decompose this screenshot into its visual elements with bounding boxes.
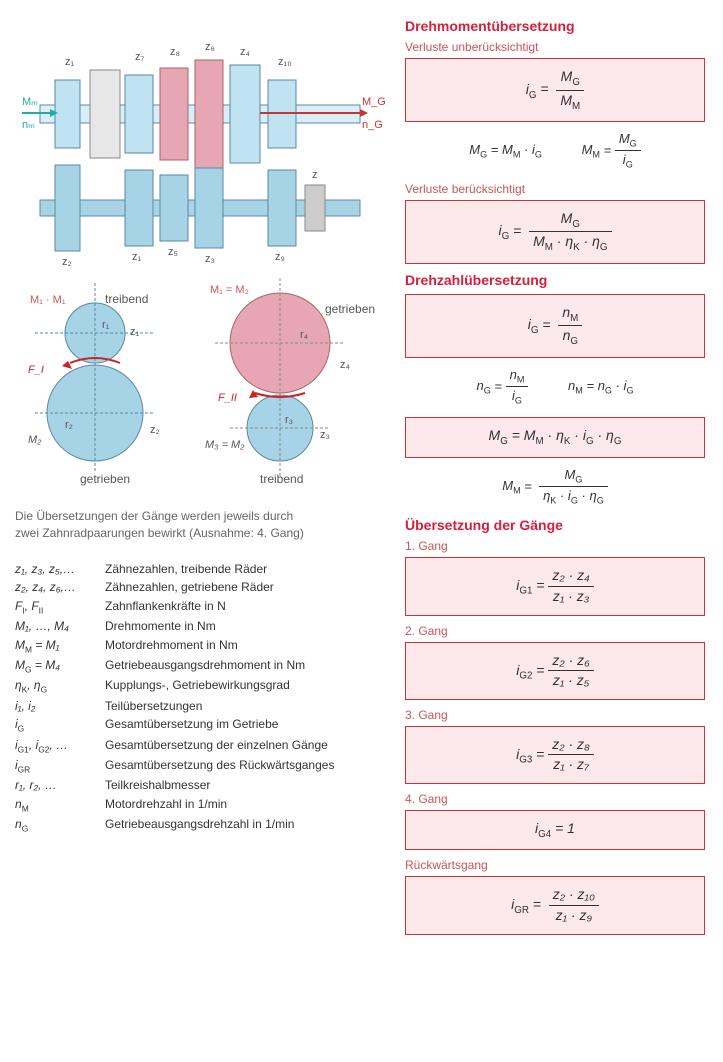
formula: iG4 = 1 [405,810,705,851]
legend-row: z₂, z₄, z₆,…Zähnezahlen, getriebene Räde… [15,580,385,596]
formula: nG = nMiG nM = nG · iG [405,366,705,408]
svg-text:z₈: z₈ [170,46,180,58]
svg-text:z₂: z₂ [150,424,160,436]
legend: z₁, z₃, z₅,…Zähnezahlen, treibende Räder… [15,562,385,835]
gear-label: 3. Gang [405,708,705,722]
svg-text:z₇: z₇ [135,51,145,63]
subheading: Verluste unberücksichtigt [405,40,705,54]
legend-row: nMMotordrehzahl in 1/min [15,797,385,814]
formula: iG1 = z₂ · z₄z₁ · z₃ [405,557,705,615]
svg-text:z₉: z₉ [275,251,285,263]
svg-text:r₄: r₄ [300,329,309,341]
subheading: Verluste berücksichtigt [405,182,705,196]
svg-text:treibend: treibend [105,292,148,306]
formula: iG2 = z₂ · z₆z₁ · z₅ [405,642,705,700]
formula: iG = nMnG [405,294,705,358]
svg-text:F_I: F_I [28,364,44,376]
legend-row: MG = M₄Getriebeausgangsdrehmoment in Nm [15,658,385,675]
formula: iG3 = z₂ · z₈z₁ · z₇ [405,726,705,784]
legend-row: FI, FIIZahnflankenkräfte in N [15,599,385,616]
svg-text:F_II: F_II [218,392,237,404]
gear-label: 2. Gang [405,624,705,638]
svg-text:z₁₀: z₁₀ [278,56,292,68]
svg-text:Mₘ: Mₘ [22,96,38,108]
svg-text:z₃: z₃ [205,253,215,265]
legend-row: M₁, …, M₄Drehmomente in Nm [15,619,385,635]
svg-text:M₃ = M₂: M₃ = M₂ [205,439,245,451]
formula: MG = MM · ηK · iG · ηG [405,417,705,458]
svg-text:nₘ: nₘ [22,119,35,131]
svg-text:getrieben: getrieben [325,302,375,316]
gearbox-diagram: z₁ z₇ z₈ z₆ z₄ z₁₀ z₂ z₁ z₅ z₃ z₉ z Mₘ n… [15,10,385,270]
svg-text:z₁: z₁ [130,326,140,338]
gear-label: 4. Gang [405,792,705,806]
formula: MM = MGηK · iG · ηG [405,466,705,508]
svg-text:M_G: M_G [362,96,385,108]
gear-label: 1. Gang [405,539,705,553]
svg-text:z₁: z₁ [132,251,142,263]
svg-text:M₂: M₂ [28,434,42,446]
gear-label: Rückwärtsgang [405,858,705,872]
legend-row: ηK, ηGKupplungs-, Getriebewirkungsgrad [15,678,385,695]
legend-row: r₁, r₂, …Teilkreishalbmesser [15,778,385,794]
heading-speed: Drehzahlübersetzung [405,272,705,288]
formula: iGR = z₂ · z₁₀z₁ · z₉ [405,876,705,934]
svg-text:r₂: r₂ [65,419,73,431]
svg-text:z₆: z₆ [205,41,215,53]
svg-text:z₂: z₂ [62,256,72,268]
gear-pair-diagram: M₁ · M₁ treibend z₁ r₁ r₂ M₂ z₂ getriebe… [15,273,385,493]
svg-text:M₁ · M₁: M₁ · M₁ [30,294,66,306]
legend-row: iGRGesamtübersetzung des Rückwärtsganges [15,758,385,775]
legend-row: i₁, i₂Teilübersetzungen [15,699,385,715]
svg-text:z₄: z₄ [340,359,351,371]
svg-text:z₁: z₁ [65,56,75,68]
formula: iG = MGMM [405,58,705,122]
svg-text:getrieben: getrieben [80,472,130,486]
svg-text:M₁ = M₂: M₁ = M₂ [210,284,249,296]
formula: MG = MM · iG MM = MGiG [405,130,705,172]
legend-row: iGGesamtübersetzung im Getriebe [15,717,385,734]
svg-text:n_G: n_G [362,119,383,131]
legend-row: iG1, iG2, …Gesamtübersetzung der einzeln… [15,738,385,755]
caption: Die Übersetzungen der Gänge werden jewei… [15,508,385,542]
svg-text:z: z [312,169,318,181]
formula: iG = MGMM · ηK · ηG [405,200,705,264]
svg-text:r₁: r₁ [102,319,110,331]
legend-row: z₁, z₃, z₅,…Zähnezahlen, treibende Räder [15,562,385,578]
svg-text:z₃: z₃ [320,429,330,441]
svg-text:z₄: z₄ [240,46,251,58]
heading-gears: Übersetzung der Gänge [405,517,705,533]
svg-text:z₅: z₅ [168,246,178,258]
svg-text:r₃: r₃ [285,414,293,426]
legend-row: MM = M₁Motordrehmoment in Nm [15,638,385,655]
svg-text:treibend: treibend [260,472,303,486]
heading-torque: Drehmomentübersetzung [405,18,705,34]
legend-row: nGGetriebeausgangsdrehzahl in 1/min [15,817,385,834]
